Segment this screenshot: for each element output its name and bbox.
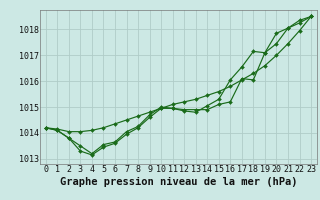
X-axis label: Graphe pression niveau de la mer (hPa): Graphe pression niveau de la mer (hPa): [60, 177, 297, 187]
